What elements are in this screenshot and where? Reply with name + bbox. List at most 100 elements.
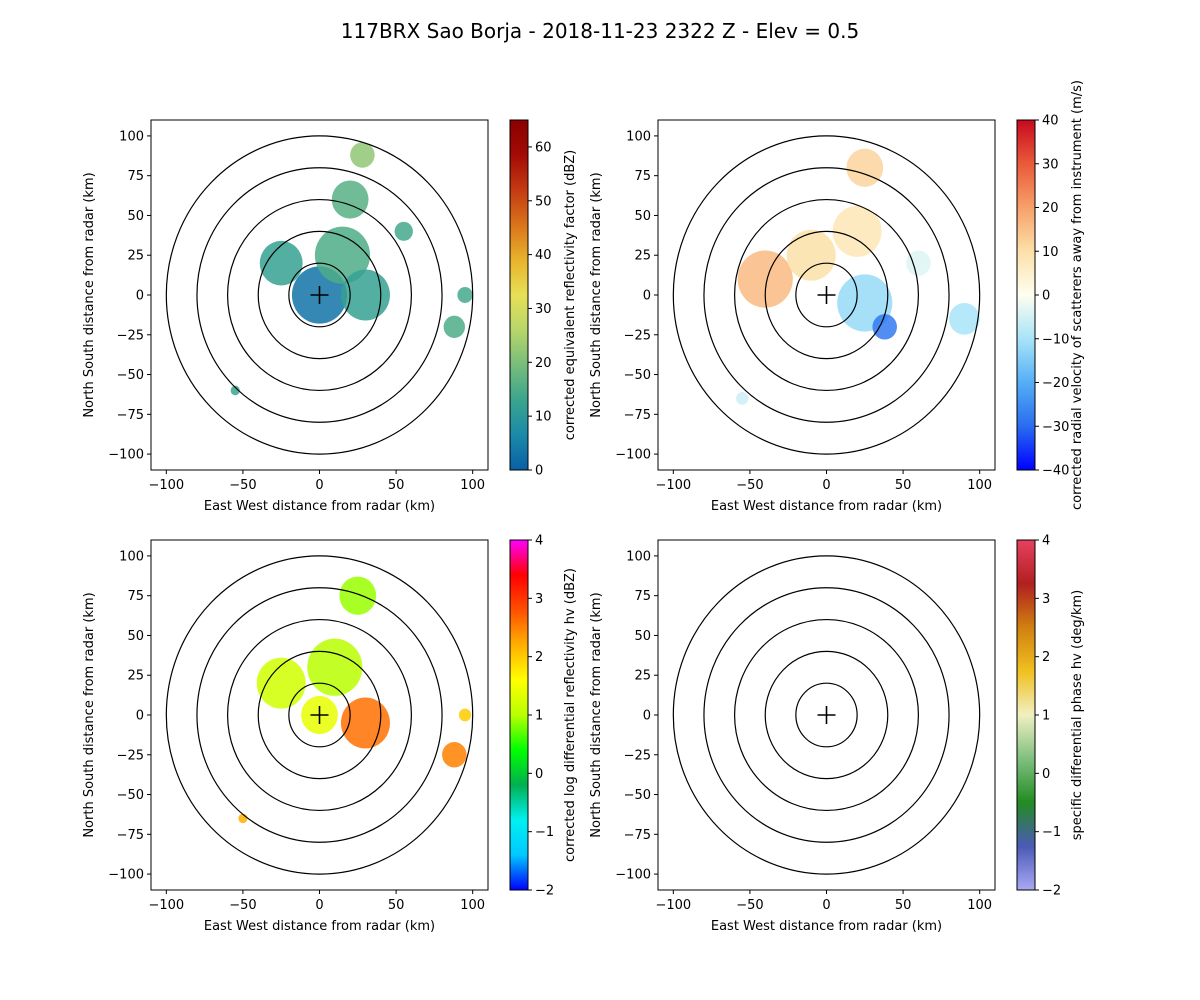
echo-region — [458, 708, 472, 722]
colorbar-tick-label: 10 — [535, 410, 552, 425]
echo-region — [314, 226, 371, 284]
x-tick-label: −100 — [148, 478, 184, 493]
y-tick-label: −25 — [117, 328, 144, 343]
x-axis-label: East West distance from radar (km) — [711, 919, 942, 934]
y-tick-label: −50 — [117, 788, 144, 803]
echo-region — [786, 229, 836, 281]
range-rings — [672, 555, 981, 875]
colorbar-tick-label: −1 — [1042, 825, 1061, 840]
x-tick-label: −50 — [736, 898, 763, 913]
y-axis-label: North South distance from radar (km) — [82, 592, 97, 837]
x-tick-label: 100 — [967, 898, 992, 913]
panel-reflectivity: −100 −50 0 50 100−100−75−50−250255075100East… — [82, 119, 578, 514]
colorbar — [509, 539, 529, 891]
echo-layer — [736, 148, 980, 405]
echo-region — [906, 250, 931, 276]
echo-region — [307, 638, 363, 696]
y-tick-label: 50 — [634, 629, 651, 644]
x-tick-label: −50 — [736, 478, 763, 493]
range-rings — [672, 135, 981, 455]
y-tick-label: 100 — [119, 549, 144, 564]
colorbar — [509, 119, 529, 471]
colorbar-tick-label: −2 — [535, 884, 554, 899]
colorbar-tick-label: 0 — [1042, 289, 1050, 304]
colorbar-tick-label: 20 — [1042, 201, 1059, 216]
colorbar-tick-label: 4 — [535, 534, 543, 549]
echo-region — [331, 180, 369, 219]
x-axis-label: East West distance from radar (km) — [711, 499, 942, 514]
range-ring — [226, 198, 413, 392]
y-tick-label: 25 — [634, 249, 651, 264]
echo-region — [846, 148, 884, 187]
y-tick-label: 75 — [127, 169, 144, 184]
colorbar-tick-label: 0 — [535, 464, 543, 479]
range-rings — [165, 135, 474, 455]
y-tick-label: −75 — [117, 408, 144, 423]
range-ring — [288, 262, 351, 328]
colorbar-tick-label: −1 — [535, 825, 554, 840]
range-ring — [288, 682, 351, 748]
colorbar-tick-label: 1 — [535, 709, 543, 724]
y-tick-label: 25 — [127, 249, 144, 264]
echo-region — [442, 742, 467, 768]
range-rings — [165, 555, 474, 875]
y-axis-label: North South distance from radar (km) — [82, 172, 97, 417]
colorbar-label: specific differential phase hv (deg/km) — [1070, 590, 1085, 840]
y-tick-label: 0 — [136, 709, 144, 724]
colorbar-tick-label: 0 — [535, 767, 543, 782]
figure-title: 117BRX Sao Borja - 2018-11-23 2322 Z - E… — [341, 19, 859, 43]
y-tick-label: −50 — [624, 788, 651, 803]
y-tick-label: −25 — [117, 748, 144, 763]
colorbar-tick-label: 30 — [1042, 157, 1059, 172]
y-tick-label: 0 — [136, 289, 144, 304]
colorbar-tick-label: 40 — [1042, 114, 1059, 129]
range-ring — [795, 682, 858, 748]
range-ring — [196, 587, 443, 843]
colorbar-tick-label: 20 — [535, 356, 552, 371]
colorbar — [1016, 539, 1036, 891]
echo-layer — [230, 142, 473, 396]
y-tick-label: −75 — [624, 828, 651, 843]
echo-region — [394, 221, 413, 241]
y-axis-label: North South distance from radar (km) — [589, 592, 604, 837]
range-ring — [703, 587, 950, 843]
range-ring — [196, 167, 443, 423]
echo-region — [832, 205, 882, 257]
x-tick-label: 50 — [895, 478, 912, 493]
range-ring — [733, 618, 920, 812]
echo-region — [872, 314, 897, 340]
y-tick-label: 100 — [626, 549, 651, 564]
colorbar-tick-label: 10 — [1042, 245, 1059, 260]
colorbar-tick-label: 0 — [1042, 767, 1050, 782]
y-tick-label: −75 — [117, 828, 144, 843]
colorbar — [1016, 119, 1036, 471]
range-ring — [764, 650, 889, 780]
colorbar-tick-label: 1 — [1042, 709, 1050, 724]
colorbar-tick-label: 40 — [535, 248, 552, 263]
x-tick-label: −100 — [655, 478, 691, 493]
y-tick-label: −50 — [624, 368, 651, 383]
range-ring — [257, 650, 382, 780]
colorbar-tick-label: −20 — [1042, 376, 1069, 391]
y-tick-label: 75 — [634, 169, 651, 184]
y-tick-label: −100 — [108, 868, 144, 883]
echo-region — [949, 302, 980, 335]
range-ring — [672, 135, 981, 455]
colorbar-tick-label: 60 — [535, 140, 552, 155]
x-tick-label: 50 — [388, 898, 405, 913]
colorbar-tick-label: −30 — [1042, 420, 1069, 435]
colorbar-tick-label: 3 — [1042, 592, 1050, 607]
x-axis-label: East West distance from radar (km) — [204, 919, 435, 934]
colorbar-tick-label: 30 — [535, 302, 552, 317]
y-tick-label: 100 — [119, 129, 144, 144]
y-tick-label: −100 — [615, 868, 651, 883]
echo-region — [339, 576, 377, 615]
panel-kdp: −100 −50 0 50 100 −100 −75 −50 −25 0 25 50 75 100 East… — [589, 534, 1085, 935]
colorbar-label: corrected radial velocity of scatterers … — [1070, 80, 1085, 510]
x-tick-label: 0 — [315, 898, 323, 913]
panel-zdr: −100 −50 0 50 100 −100 −75 −50 −25 0 25 50 75 100 East… — [82, 534, 578, 935]
y-tick-label: 0 — [643, 289, 651, 304]
x-axis-label: East West distance from radar (km) — [204, 499, 435, 514]
x-tick-label: −50 — [229, 478, 256, 493]
colorbar-tick-label: 50 — [535, 194, 552, 209]
